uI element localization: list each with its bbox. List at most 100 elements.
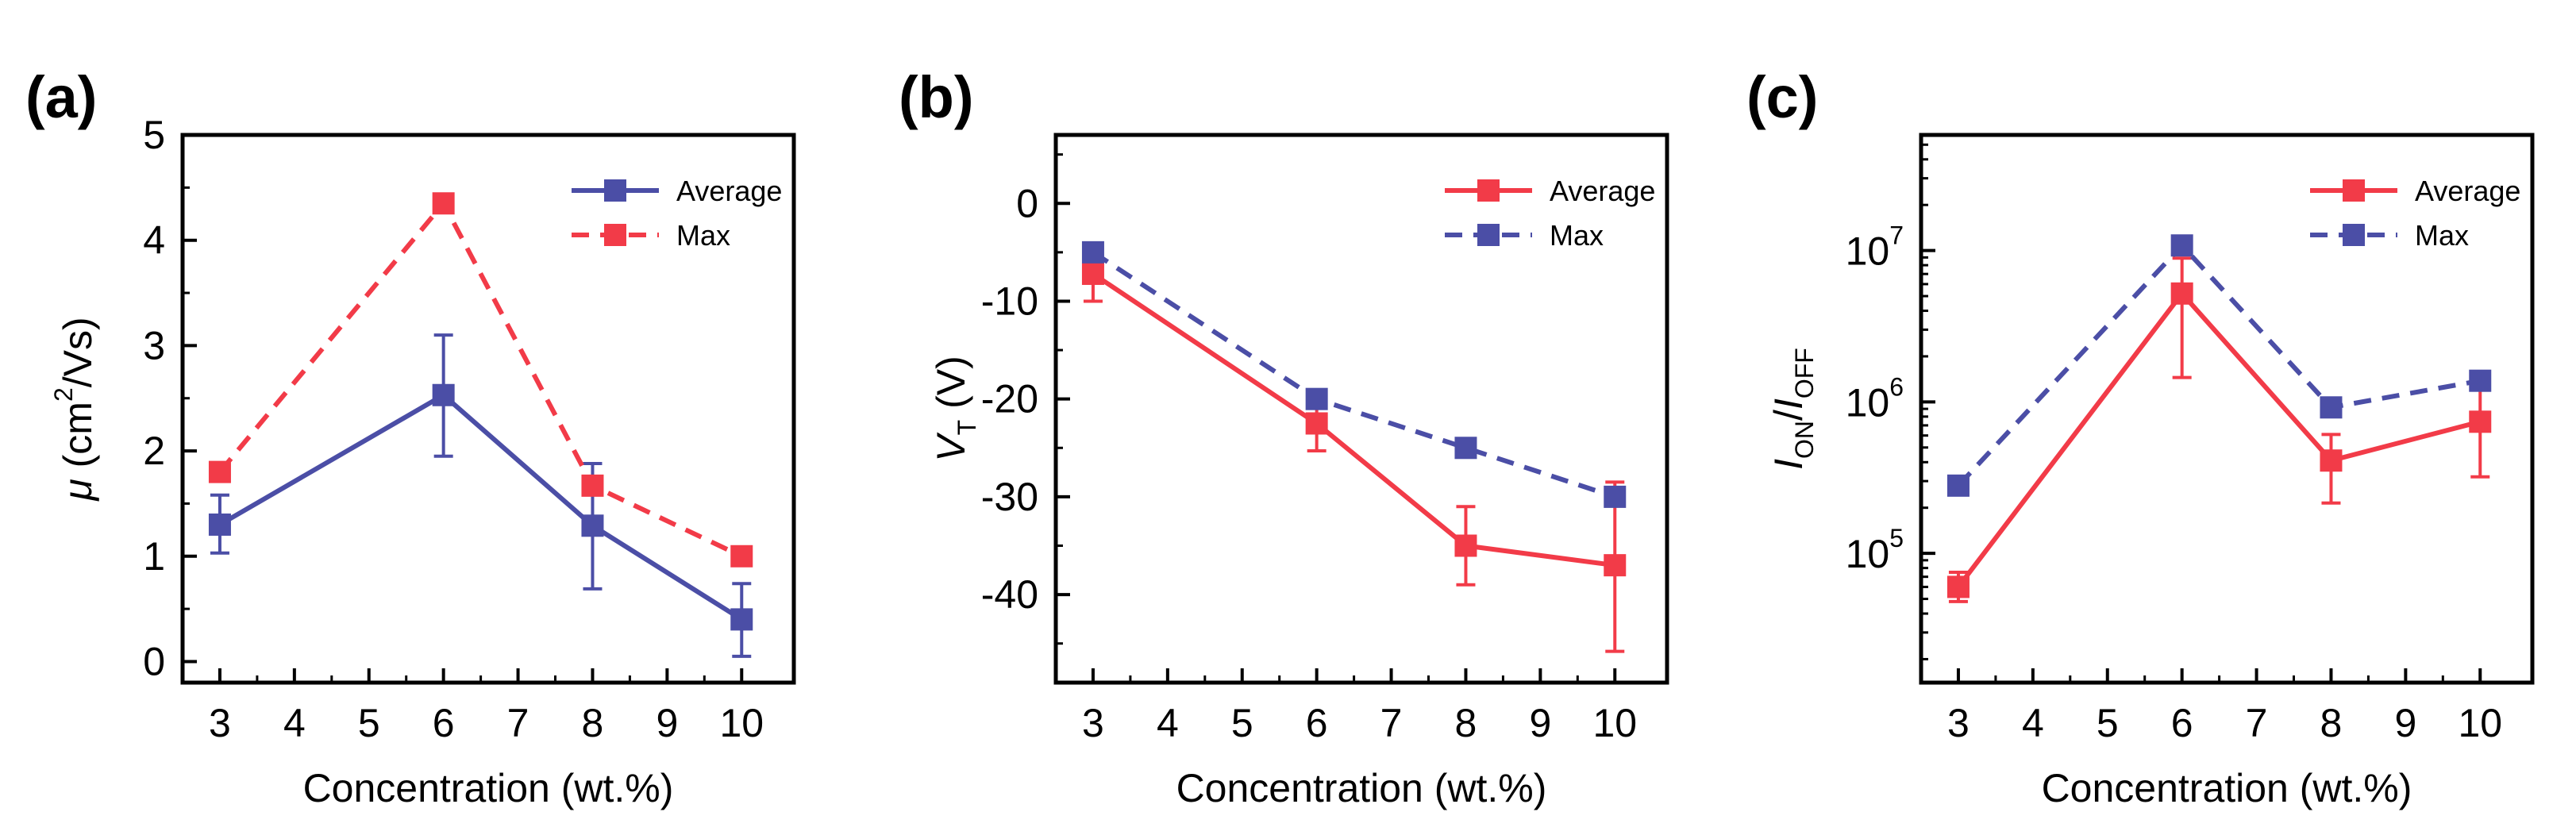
- panel-label: (c): [1746, 64, 1818, 130]
- series-max: [1081, 240, 1627, 508]
- data-point: [2469, 369, 2492, 392]
- data-point: [1454, 437, 1477, 460]
- data-point: [1604, 485, 1627, 508]
- x-tick-label: 7: [2246, 701, 2268, 745]
- series-max: [1946, 234, 2492, 497]
- data-point: [581, 514, 604, 537]
- panel-label: (a): [25, 64, 97, 130]
- y-tick-label: 105: [1846, 524, 1904, 576]
- legend-label: Max: [2415, 219, 2469, 252]
- y-tick-label: 5: [143, 113, 165, 157]
- x-tick-label: 10: [719, 701, 764, 745]
- legend-label: Max: [1550, 219, 1604, 252]
- y-tick-label: 0: [1016, 181, 1038, 225]
- y-tick-label: -40: [981, 572, 1038, 617]
- x-tick-label: 9: [656, 701, 678, 745]
- series-line: [1092, 250, 1616, 499]
- data-point: [1081, 262, 1104, 285]
- legend-label: Average: [1550, 175, 1655, 207]
- data-point: [432, 192, 455, 215]
- x-tick-label: 4: [2022, 701, 2044, 745]
- data-point: [730, 544, 753, 568]
- data-point: [2320, 449, 2343, 472]
- data-point: [1081, 240, 1104, 264]
- y-tick-label: 1: [143, 534, 165, 579]
- legend-marker: [1477, 179, 1500, 202]
- legend-label: Max: [676, 219, 730, 252]
- series-max: [208, 192, 753, 568]
- series-average: [208, 333, 753, 658]
- y-tick-label: 107: [1846, 221, 1904, 274]
- x-tick-label: 8: [2320, 701, 2343, 745]
- y-tick-label: 2: [143, 429, 165, 473]
- y-tick-label: -20: [981, 377, 1038, 421]
- plot-frame: [1919, 133, 2535, 685]
- series-line: [1956, 241, 2481, 487]
- data-point: [208, 513, 231, 536]
- plot-frame: [1053, 133, 1669, 685]
- x-tick-label: 5: [2097, 701, 2119, 745]
- x-tick-label: 6: [433, 701, 455, 745]
- data-point: [432, 383, 455, 406]
- y-tick-label: -30: [981, 475, 1038, 519]
- data-point: [208, 460, 231, 483]
- data-point: [1946, 474, 1970, 497]
- x-tick-label: 6: [2171, 701, 2193, 745]
- x-axis-title: Concentration (wt.%): [2042, 766, 2412, 810]
- y-axis-title: μ (cm2/Vs): [49, 317, 100, 502]
- x-tick-label: 5: [1231, 701, 1253, 745]
- x-tick-label: 4: [283, 701, 306, 745]
- data-point: [1946, 575, 1970, 598]
- y-tick-label: 0: [143, 639, 165, 683]
- data-point: [730, 608, 753, 631]
- x-tick-label: 3: [209, 701, 231, 745]
- x-tick-label: 7: [1380, 701, 1403, 745]
- x-tick-label: 9: [2394, 701, 2416, 745]
- series-line: [1956, 290, 2482, 589]
- y-tick-label: 3: [143, 323, 165, 367]
- chart-panel-3: (c) 3 4 5 6 7 8 9 10 105 106 107 Concentration (wt.%…: [1746, 64, 2535, 810]
- y-axis-title: ION/IOFF: [1766, 348, 1819, 470]
- x-axis-title: Concentration (wt.%): [1176, 766, 1547, 810]
- x-tick-label: 8: [582, 701, 604, 745]
- x-tick-label: 10: [2458, 701, 2502, 745]
- legend-marker: [2343, 179, 2365, 202]
- x-tick-label: 5: [358, 701, 380, 745]
- data-point: [2170, 282, 2193, 305]
- y-tick-label: -10: [981, 279, 1038, 323]
- legend-marker: [2343, 224, 2365, 246]
- series-average: [1946, 256, 2492, 603]
- series-line: [218, 392, 743, 621]
- panel-label: (b): [899, 64, 974, 130]
- data-point: [581, 474, 604, 497]
- data-point: [2170, 234, 2193, 257]
- y-tick-label: 106: [1846, 372, 1904, 425]
- x-tick-label: 10: [1592, 701, 1637, 745]
- data-point: [1305, 412, 1328, 435]
- x-tick-label: 6: [1306, 701, 1328, 745]
- x-tick-label: 4: [1157, 701, 1179, 745]
- series-line: [218, 198, 743, 559]
- chart-panel-1: (a) 3 4 5 6 7 8 9 10 0 1 2 3 4 5 Concentration (wt.%) μ …: [25, 64, 796, 810]
- y-axis-title: VT (V): [929, 356, 981, 461]
- x-tick-label: 3: [1082, 701, 1104, 745]
- x-axis-title: Concentration (wt.%): [303, 766, 674, 810]
- x-tick-label: 8: [1455, 701, 1477, 745]
- x-tick-label: 9: [1529, 701, 1551, 745]
- legend-label: Average: [676, 175, 782, 207]
- legend-marker: [604, 179, 626, 202]
- legend-label: Average: [2415, 175, 2520, 207]
- legend-marker: [1477, 224, 1500, 246]
- data-point: [1604, 554, 1627, 577]
- x-tick-label: 7: [507, 701, 529, 745]
- data-point: [1305, 387, 1328, 410]
- data-point: [2469, 410, 2492, 433]
- series-line: [1092, 271, 1615, 568]
- series-average: [1081, 246, 1627, 653]
- chart-panel-2: (b) 3 4 5 6 7 8 9 10 0 -10 -20 -30 -40 Concentration (…: [899, 64, 1669, 810]
- plot-frame: [180, 133, 796, 685]
- y-tick-label: 4: [143, 218, 165, 263]
- x-tick-label: 3: [1947, 701, 1970, 745]
- legend-marker: [604, 224, 626, 246]
